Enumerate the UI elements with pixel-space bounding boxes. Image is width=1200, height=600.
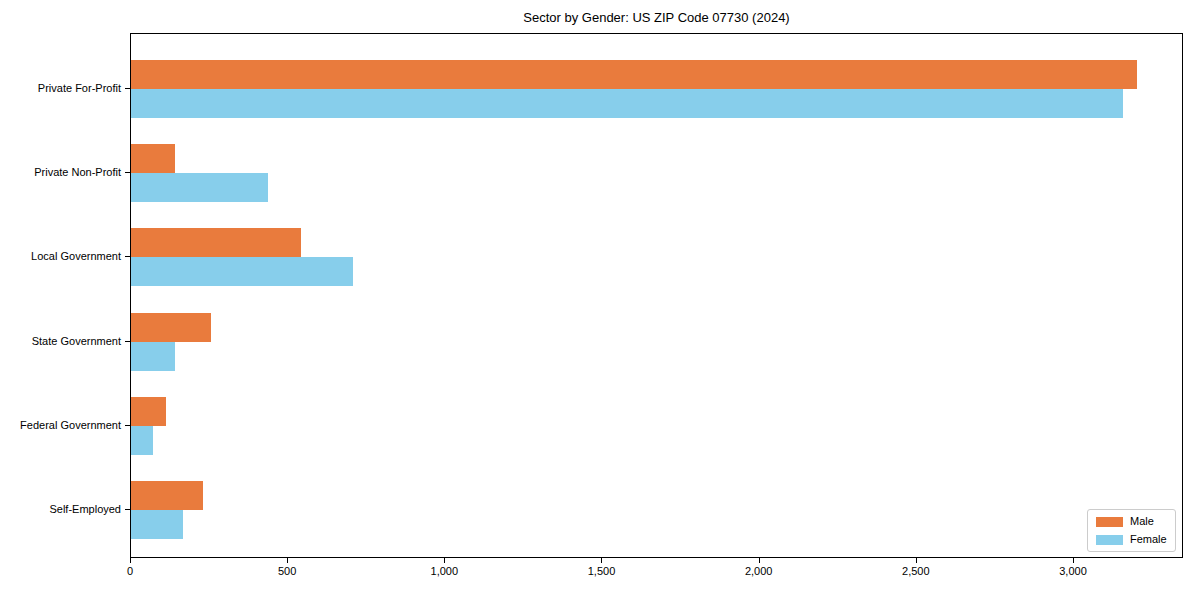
y-tick-label: Private For-Profit (0, 81, 121, 95)
x-tick-label: 1,500 (588, 565, 616, 577)
bar-female-4 (131, 426, 153, 455)
y-tick (125, 172, 130, 173)
y-tick-label: State Government (0, 334, 121, 348)
y-tick (125, 425, 130, 426)
bar-male-2 (131, 228, 301, 257)
legend-item-male: Male (1096, 515, 1167, 528)
x-tick (759, 558, 760, 563)
x-tick (444, 558, 445, 563)
x-tick (1073, 558, 1074, 563)
bar-female-1 (131, 173, 268, 202)
x-tick (287, 558, 288, 563)
x-tick-label: 3,000 (1059, 565, 1087, 577)
bar-male-5 (131, 481, 203, 510)
male-swatch (1096, 517, 1123, 527)
y-tick (125, 341, 130, 342)
bar-female-3 (131, 342, 175, 371)
x-tick-label: 0 (127, 565, 133, 577)
bar-female-2 (131, 257, 353, 286)
legend-item-female: Female (1096, 533, 1167, 546)
x-tick (601, 558, 602, 563)
y-tick-label: Private Non-Profit (0, 165, 121, 179)
x-tick-label: 2,500 (902, 565, 930, 577)
y-tick (125, 88, 130, 89)
x-tick (916, 558, 917, 563)
y-tick-label: Local Government (0, 249, 121, 263)
chart-title: Sector by Gender: US ZIP Code 07730 (202… (130, 10, 1183, 25)
female-swatch (1096, 535, 1123, 545)
x-tick-label: 2,000 (745, 565, 773, 577)
x-tick-label: 500 (278, 565, 296, 577)
y-tick-label: Federal Government (0, 418, 121, 432)
bar-female-5 (131, 510, 183, 539)
legend: Male Female (1087, 509, 1176, 552)
y-tick (125, 509, 130, 510)
y-tick-label: Self-Employed (0, 502, 121, 516)
bar-male-0 (131, 60, 1137, 89)
legend-label-male: Male (1130, 515, 1154, 528)
bar-male-1 (131, 144, 175, 173)
x-tick-label: 1,000 (431, 565, 459, 577)
y-tick (125, 256, 130, 257)
bar-female-0 (131, 89, 1123, 118)
legend-label-female: Female (1130, 533, 1167, 546)
x-tick (130, 558, 131, 563)
plot-area (130, 33, 1183, 558)
bar-male-3 (131, 313, 211, 342)
chart-figure: Sector by Gender: US ZIP Code 07730 (202… (0, 0, 1200, 600)
bar-male-4 (131, 397, 166, 426)
